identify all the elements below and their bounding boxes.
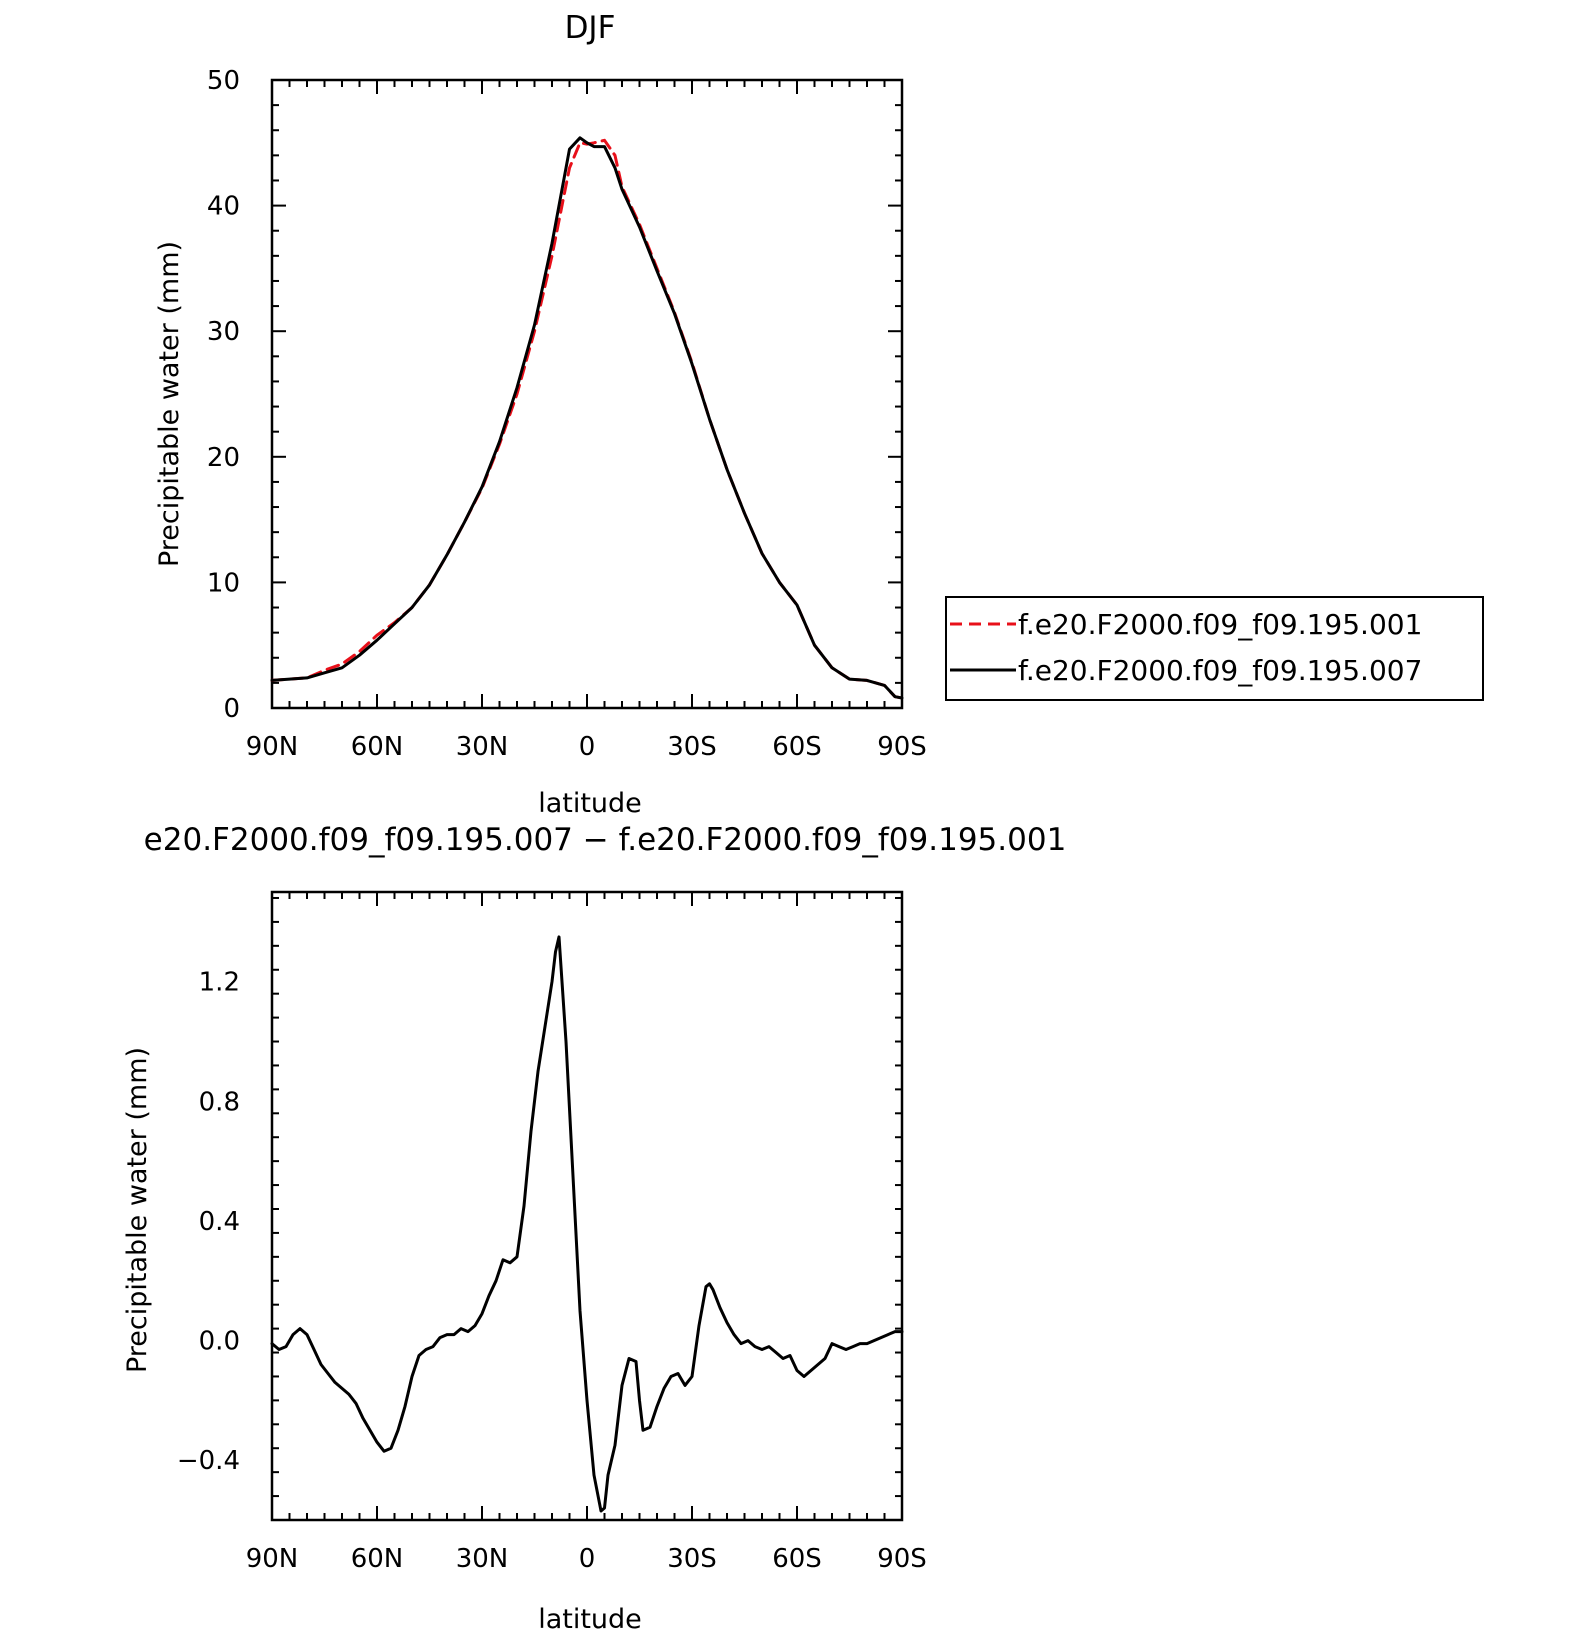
top-x-tick-label: 90N (246, 732, 299, 762)
top-y-tick-label: 20 (207, 443, 240, 473)
top-y-tick-label: 0 (223, 694, 240, 724)
bottom-x-tick-label: 60N (351, 1544, 404, 1574)
bottom-x-tick-label: 90S (877, 1544, 927, 1574)
bottom-x-tick-label: 60S (772, 1544, 822, 1574)
top-y-tick-label: 30 (207, 317, 240, 347)
top-x-axis-label: latitude (538, 788, 642, 819)
legend: f.e20.F2000.f09_f09.195.001 f.e20.F2000.… (945, 596, 1484, 701)
legend-box (945, 596, 1484, 701)
bottom-series-line-0 (270, 935, 904, 1513)
top-y-tick-label: 50 (207, 66, 240, 96)
top-x-tick-label: 30N (456, 732, 509, 762)
bottom-y-tick-label: 0.4 (199, 1207, 240, 1237)
top-series-line-1 (270, 136, 904, 700)
bottom-y-tick-label: 0.0 (199, 1327, 240, 1357)
legend-label-001: f.e20.F2000.f09_f09.195.001 (1018, 608, 1422, 641)
top-x-tick-label: 90S (877, 732, 927, 762)
top-series-line-0 (270, 138, 904, 700)
bottom-panel: e20.F2000.f09_f09.195.007 − f.e20.F2000.… (122, 822, 1066, 1635)
top-y-axis-label: Precipitable water (mm) (154, 241, 185, 567)
bottom-x-tick-label: 30N (456, 1544, 509, 1574)
bottom-panel-title: e20.F2000.f09_f09.195.007 − f.e20.F2000.… (144, 822, 1067, 858)
bottom-y-axis-label: Precipitable water (mm) (122, 1047, 153, 1373)
top-plot-area: 90N 60N 30N 0 30S 60S 90S 0 10 20 30 40 50 (207, 66, 927, 762)
legend-label-007: f.e20.F2000.f09_f09.195.007 (1018, 654, 1422, 687)
bottom-y-tick-label: 0.8 (199, 1087, 240, 1117)
top-x-tick-label: 0 (579, 732, 596, 762)
bottom-plot-area: 90N 60N 30N 0 30S 60S 90S −0.4 0.0 0.4 0.8 1.2 (177, 890, 927, 1574)
top-x-tick-label: 30S (667, 732, 717, 762)
top-y-tick-label: 40 (207, 192, 240, 222)
bottom-x-tick-label: 90N (246, 1544, 299, 1574)
top-x-tick-label: 60S (772, 732, 822, 762)
top-panel-title: DJF (565, 10, 616, 46)
top-x-tick-label: 60N (351, 732, 404, 762)
bottom-y-tick-label: −0.4 (177, 1446, 240, 1476)
bottom-x-tick-label: 0 (579, 1544, 596, 1574)
top-y-tick-label: 10 (207, 568, 240, 598)
top-plot-frame (270, 78, 904, 710)
top-panel: DJF 90N 60N 30N 0 30S 60S 90S 0 10 20 30 40 50 latit… (154, 10, 927, 819)
bottom-y-tick-label: 1.2 (199, 968, 240, 998)
bottom-x-tick-label: 30S (667, 1544, 717, 1574)
bottom-x-axis-label: latitude (538, 1604, 642, 1635)
